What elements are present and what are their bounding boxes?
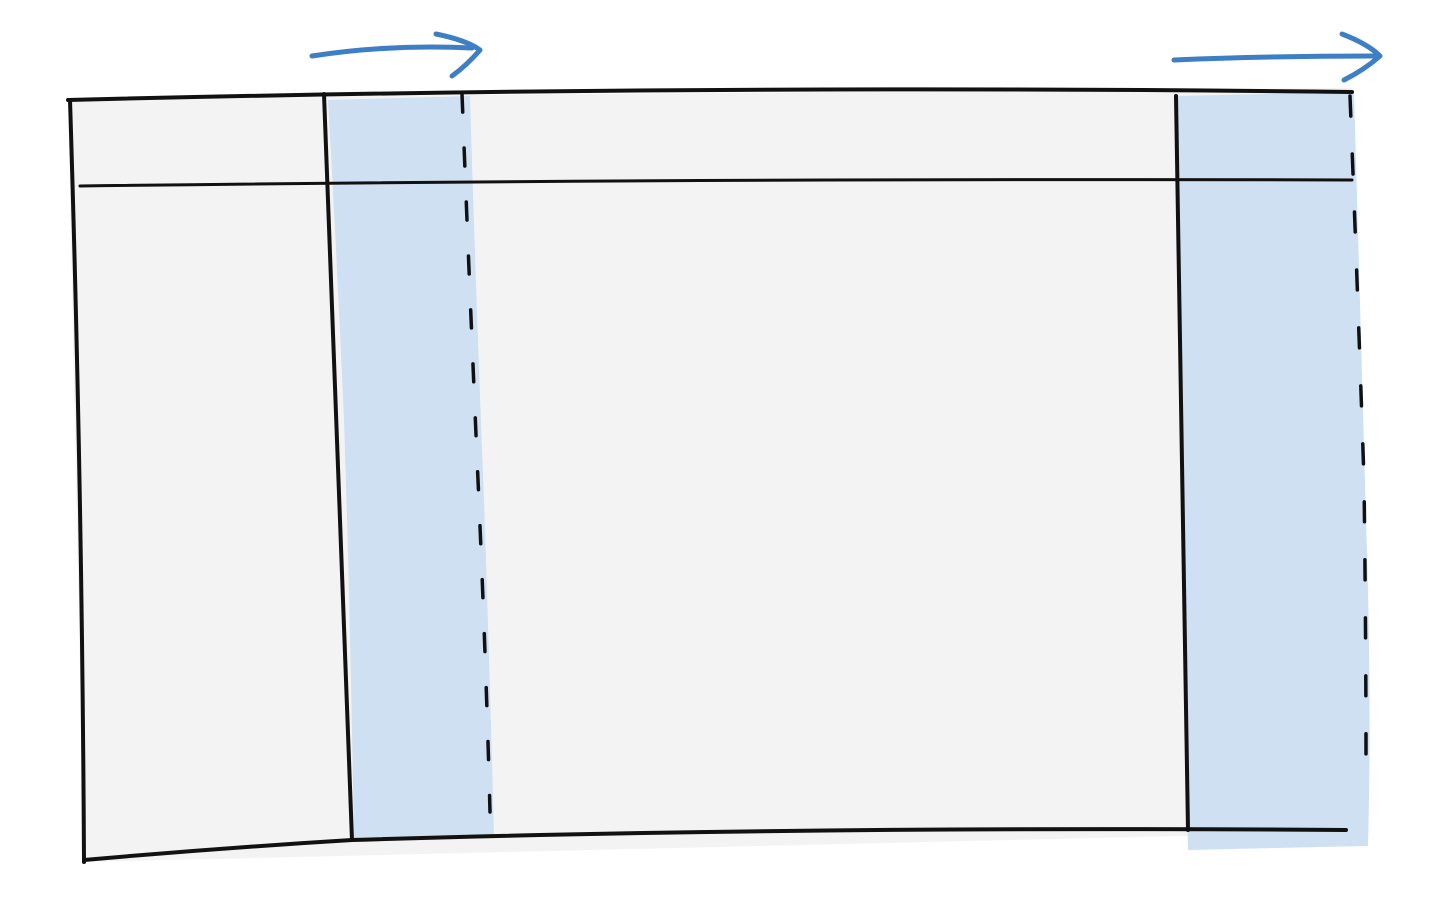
right-dashed-edge — [1348, 94, 1368, 762]
right-resize-region[interactable] — [1176, 92, 1370, 850]
window-bottom-border — [82, 827, 1348, 862]
left-pane-divider[interactable] — [322, 92, 354, 842]
left-arrow-icon — [309, 31, 483, 79]
window-top-border — [66, 87, 1354, 102]
right-pane-divider[interactable] — [1174, 94, 1190, 832]
window-left-border — [68, 98, 86, 864]
header-separator — [78, 178, 1354, 188]
left-dashed-edge — [460, 92, 492, 814]
right-arrow-icon — [1171, 31, 1383, 83]
window-fill — [68, 88, 1352, 862]
left-resize-region[interactable] — [328, 96, 494, 842]
